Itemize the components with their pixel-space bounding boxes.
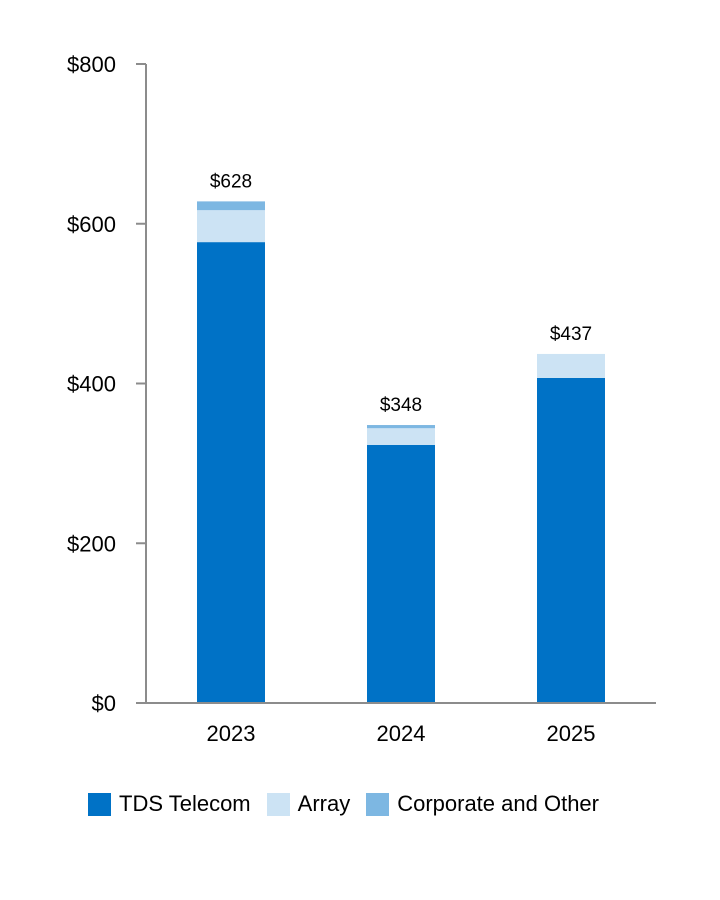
axes-layer [136,63,656,704]
legend-item-corporate-and-other: Corporate and Other [366,791,599,817]
bar-tds-telecom-2024 [367,445,435,703]
legend: TDS Telecom Array Corporate and Other [88,791,615,817]
legend-label-array: Array [297,791,351,816]
bar-corporate-and-other-2024 [367,425,435,429]
y-tick-label-200: $200 [67,531,116,556]
legend-swatch-tds-telecom [88,792,111,816]
x-tick-label-2023: 2023 [207,721,256,746]
bar-corporate-and-other-2023 [197,201,265,211]
bar-array-2024 [367,428,435,446]
y-tick-label-0: $0 [92,691,116,716]
y-tick-label-600: $600 [67,212,116,237]
x-tick-label-2025: 2025 [547,721,596,746]
legend-label-corporate-and-other: Corporate and Other [397,791,599,816]
bar-array-2023 [197,210,265,243]
legend-swatch-corporate-and-other [366,792,390,816]
bar-tds-telecom-2025 [537,377,605,703]
legend-label-tds-telecom: TDS Telecom [119,791,251,816]
total-label-2025: $437 [550,324,592,345]
bar-array-2025 [537,353,605,378]
legend-item-array: Array [266,791,351,817]
legend-swatch-array [266,792,290,816]
labels-layer: $628 2023 $348 2024 $437 2025 $0 $200 $400 $600 $8… [67,52,595,746]
bar-tds-telecom-2023 [197,242,265,703]
y-tick-label-800: $800 [67,52,116,77]
total-label-2024: $348 [380,395,422,416]
bars-layer [197,201,605,703]
total-label-2023: $628 [210,171,252,192]
x-tick-label-2024: 2024 [377,721,426,746]
y-tick-label-400: $400 [67,372,116,397]
legend-item-tds-telecom: TDS Telecom [88,791,251,817]
